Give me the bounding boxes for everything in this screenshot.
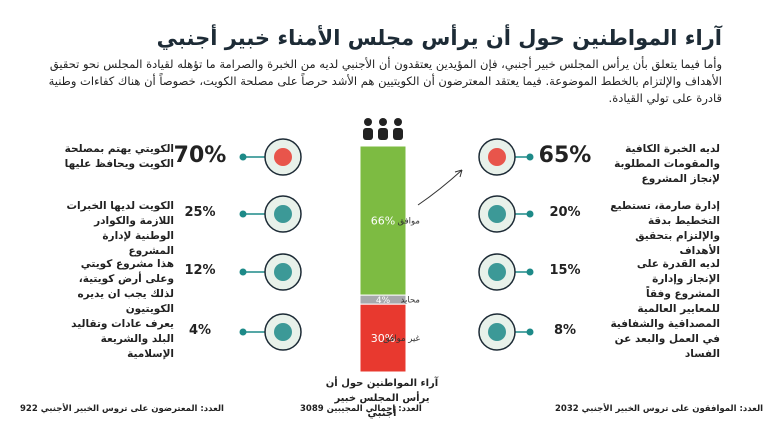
bar-caption: آراء المواطنين حول أن يرأس المجلس خبير أ… [325,378,439,419]
people-icon [379,118,387,126]
percent: 25% [184,205,216,220]
connector-dot [239,328,247,336]
connector-dot [239,268,247,276]
people-icon [364,118,372,126]
percent: 12% [184,263,216,278]
item-text: يعرف عادات وتقاليد البلد والشريعة الإسلا… [71,318,174,360]
icon-inner [488,148,506,166]
percent: 65% [538,143,592,168]
percent: 8% [553,323,577,338]
people-icon [378,128,388,140]
connector-dot [526,210,534,218]
title: آراء المواطنين حول أن يرأس مجلس الأمناء … [156,26,722,50]
icon-inner [488,323,506,341]
icon-inner [274,148,292,166]
percent: 70% [173,143,227,168]
item-text: الكويت لديها الخبرات اللازمة والكوادر ال… [66,200,174,257]
bar-segment [359,145,407,296]
icon-inner [274,205,292,223]
segment-name: موافق [398,217,420,227]
item-text: الكويتي يهتم بمصلحة الكويت ويحافظ عليها [64,143,174,170]
percent: 20% [549,205,581,220]
people-icon [363,128,373,140]
people-icon [393,128,403,140]
icon-inner [274,323,292,341]
item-text: لديه الخبرة الكافية والمقومات المطلوبة ل… [614,143,720,185]
item-text: لديه القدرة على الإنجاز وإدارة المشروع و… [636,258,720,315]
count: العدد: المعترضون على تروس الخبير الأجنبي… [20,404,224,414]
segment-label: 4% [376,296,391,306]
item-text: إدارة صارمة، تستطيع التخطيط بدقة والإلتز… [610,200,720,257]
item-text: المصداقية والشفافية في العمل والبعد عن ا… [610,318,720,360]
icon-inner [488,263,506,281]
segment-label: 66% [371,215,395,228]
arrow-head [454,169,463,178]
intro: وأما فيما يتعلق بأن يرأس المجلس خبير أجن… [48,57,722,105]
arrow [417,169,463,206]
icon-inner [488,205,506,223]
bar-segment [359,303,407,373]
people-icon [394,118,402,126]
connector-dot [239,153,247,161]
segment-name: محايد [401,296,420,306]
icon-inner [274,263,292,281]
count: العدد: إجمالي المجيبين 3089 [300,404,422,414]
segment-name: غير موافق [383,334,420,344]
connector-dot [526,328,534,336]
segment-label: 30% [371,332,395,345]
percent: 4% [188,323,212,338]
item-text: هذا مشروع كويتي وعلى أرض كويتية، لذلك يج… [77,258,174,315]
percent: 15% [549,263,581,278]
connector-dot [526,268,534,276]
connector-dot [526,153,534,161]
count: العدد: الموافقون على تروس الخبير الأجنبي… [555,404,764,414]
connector-dot [239,210,247,218]
